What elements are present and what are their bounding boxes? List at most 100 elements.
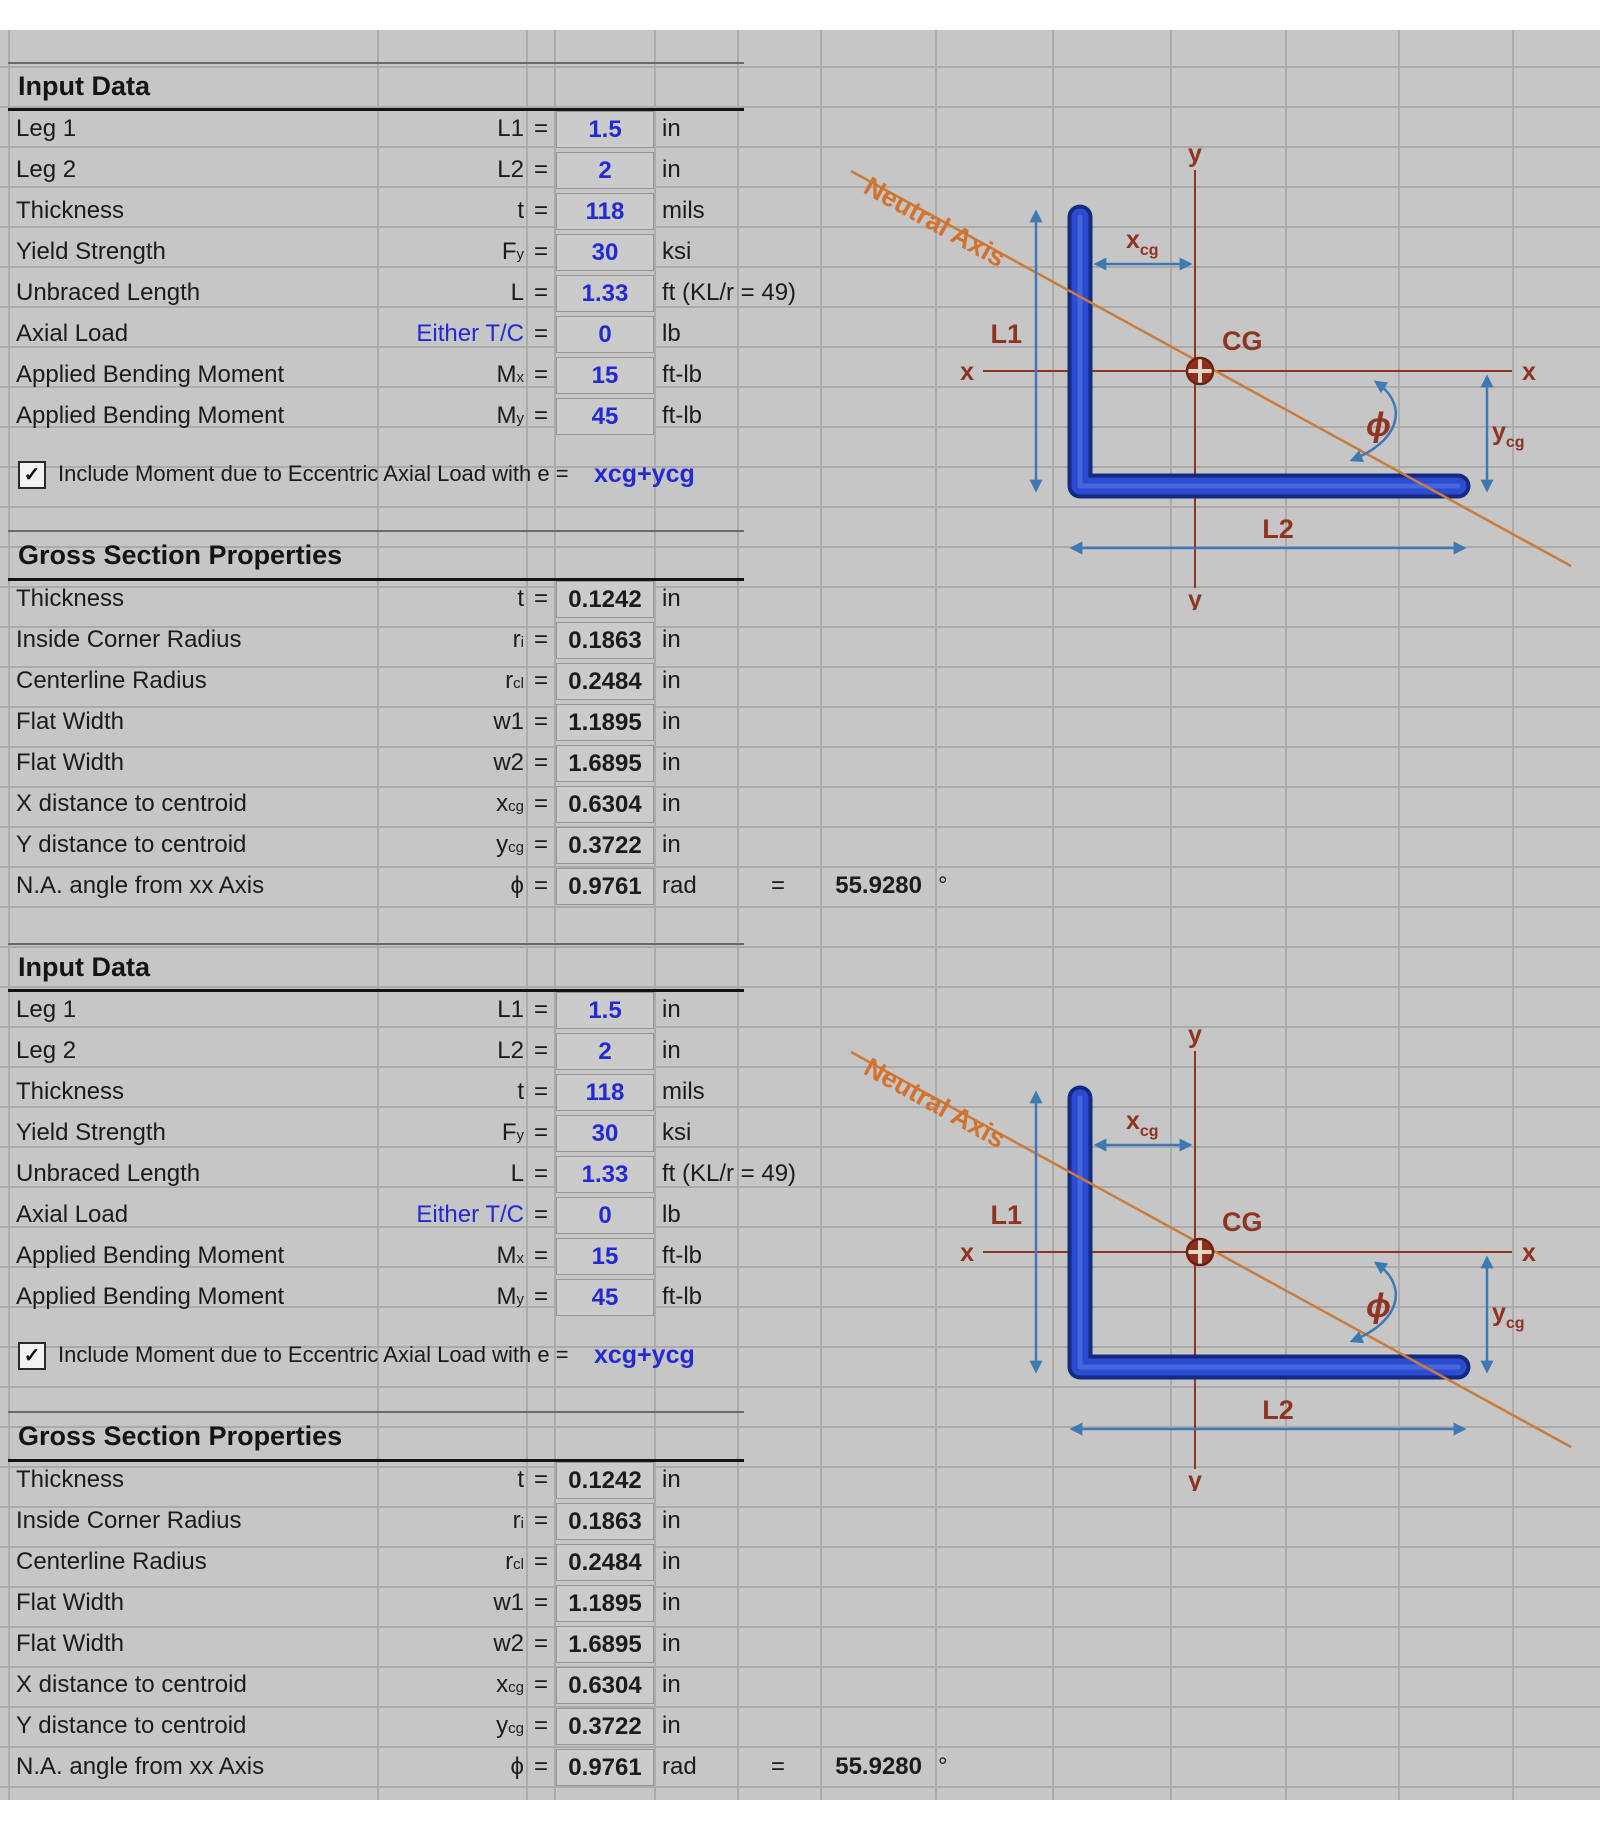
- neutral-axis-label: Neutral Axis: [859, 1052, 1010, 1154]
- row-label: Leg 1: [16, 995, 77, 1023]
- row-label: Yield Strength: [16, 237, 166, 265]
- table-row: Leg 2 L2 = 2 in: [0, 149, 1600, 190]
- eccentricity-value[interactable]: xcg+ycg: [594, 1340, 695, 1369]
- section-title-input-data: Input Data: [8, 62, 744, 111]
- input-value-cell[interactable]: 30: [556, 234, 654, 271]
- input-value-cell[interactable]: 45: [556, 1279, 654, 1316]
- row-symbol: L2: [497, 1036, 524, 1064]
- eccentric-moment-label: Include Moment due to Eccentric Axial Lo…: [58, 461, 569, 486]
- cg-label: CG: [1222, 1207, 1263, 1237]
- cg-label: CG: [1222, 326, 1263, 356]
- row-unit: in: [662, 155, 681, 183]
- section-title-input-data: Input Data: [8, 943, 744, 992]
- row-unit: in: [662, 830, 681, 858]
- row-symbol: Either T/C: [416, 319, 524, 347]
- input-value-cell[interactable]: 0: [556, 1197, 654, 1234]
- equals-sign: =: [533, 830, 548, 858]
- row-label: Flat Width: [16, 748, 125, 776]
- row-unit: ft-lb: [662, 401, 703, 429]
- input-value-cell[interactable]: 1.33: [556, 275, 654, 312]
- gridline-vertical: [1285, 30, 1287, 1800]
- dim-ycg-label: ycg: [1492, 1299, 1525, 1332]
- row-symbol: L: [510, 278, 524, 306]
- input-value-cell[interactable]: 1.33: [556, 1156, 654, 1193]
- table-row: Leg 1 L1 = 1.5 in: [0, 989, 1600, 1030]
- computed-value-cell: 0.1863: [556, 622, 654, 659]
- gridline-vertical: [1052, 30, 1054, 1800]
- equals-sign: =: [533, 666, 548, 694]
- row-symbol: x cg: [496, 789, 524, 817]
- eccentric-moment-checkbox[interactable]: ✓: [18, 1342, 46, 1370]
- eccentric-moment-row: ✓ Include Moment due to Eccentric Axial …: [0, 1333, 1600, 1377]
- row-symbol: w2: [493, 1629, 524, 1657]
- gridline-vertical: [377, 30, 379, 1800]
- input-value-cell[interactable]: 1.5: [556, 992, 654, 1029]
- row-symbol: r cl: [505, 1547, 524, 1575]
- row-label: Axial Load: [16, 319, 129, 347]
- equals-sign: =: [533, 584, 548, 612]
- gridline-vertical: [654, 30, 656, 1800]
- gridline-vertical: [554, 30, 556, 1800]
- row-unit: ft-lb: [662, 1282, 703, 1310]
- row-unit: ft (KL/r = 49): [662, 278, 797, 306]
- row-symbol: t: [517, 1077, 524, 1105]
- equals-sign: =: [533, 1752, 548, 1780]
- angle-section-diagram: Neutral Axis y y x x CG L1 L2 xcg ycg ϕ: [850, 140, 1572, 610]
- input-value-cell[interactable]: 118: [556, 193, 654, 230]
- computed-value-cell: 0.1242: [556, 1462, 654, 1499]
- row-label: Unbraced Length: [16, 278, 201, 306]
- y-axis-label-top: y: [1188, 1021, 1202, 1049]
- gridline-vertical: [820, 30, 822, 1800]
- row-unit: rad: [662, 871, 697, 899]
- gridline-vertical: [526, 30, 528, 1800]
- equals-sign: =: [533, 1036, 548, 1064]
- table-row: Y distance to centroid y cg = 0.3722 in: [0, 1705, 1600, 1746]
- row-symbol: L: [510, 1159, 524, 1187]
- row-label: Applied Bending Moment: [16, 1282, 285, 1310]
- angle-section-highlight: [1077, 214, 1461, 489]
- equals-sign: =: [533, 278, 548, 306]
- row-unit: in: [662, 1670, 681, 1698]
- eccentricity-value[interactable]: xcg+ycg: [594, 459, 695, 488]
- computed-value-cell: 0.1242: [556, 581, 654, 618]
- input-value-cell[interactable]: 45: [556, 398, 654, 435]
- input-value-cell[interactable]: 15: [556, 1238, 654, 1275]
- row-label: Centerline Radius: [16, 1547, 207, 1575]
- table-row: N.A. angle from xx Axis ϕ = 0.9761 rad =…: [0, 865, 1600, 906]
- row-symbol: ϕ: [510, 1752, 524, 1780]
- eccentric-moment-checkbox[interactable]: ✓: [18, 461, 46, 489]
- table-row: Y distance to centroid y cg = 0.3722 in: [0, 824, 1600, 865]
- table-row: Axial Load Either T/C = 0 lb: [0, 1194, 1600, 1235]
- dim-xcg-label: xcg: [1126, 1107, 1159, 1140]
- input-value-cell[interactable]: 2: [556, 152, 654, 189]
- input-value-cell[interactable]: 2: [556, 1033, 654, 1070]
- input-value-cell[interactable]: 118: [556, 1074, 654, 1111]
- input-value-cell[interactable]: 1.5: [556, 111, 654, 148]
- dim-xcg-label: xcg: [1126, 226, 1159, 259]
- eccentric-moment-label: Include Moment due to Eccentric Axial Lo…: [58, 1342, 569, 1367]
- computed-value-cell: 0.3722: [556, 827, 654, 864]
- table-row: Leg 2 L2 = 2 in: [0, 1030, 1600, 1071]
- row-unit: in: [662, 707, 681, 735]
- input-value-cell[interactable]: 0: [556, 316, 654, 353]
- dim-l2-label: L2: [1262, 1395, 1294, 1425]
- row-unit: ksi: [662, 1118, 692, 1146]
- x-axis-label-right: x: [1522, 1239, 1536, 1267]
- input-value-cell[interactable]: 30: [556, 1115, 654, 1152]
- row-unit: in: [662, 995, 681, 1023]
- equals-sign: =: [533, 401, 548, 429]
- angle-section-outline: [1067, 204, 1471, 499]
- input-value-cell[interactable]: 15: [556, 357, 654, 394]
- computed-value-cell: 55.9280: [835, 1752, 922, 1780]
- degree-unit: °: [938, 871, 948, 899]
- table-row: Unbraced Length L = 1.33 ft (KL/r = 49): [0, 1153, 1600, 1194]
- row-unit: in: [662, 748, 681, 776]
- row-label: Unbraced Length: [16, 1159, 201, 1187]
